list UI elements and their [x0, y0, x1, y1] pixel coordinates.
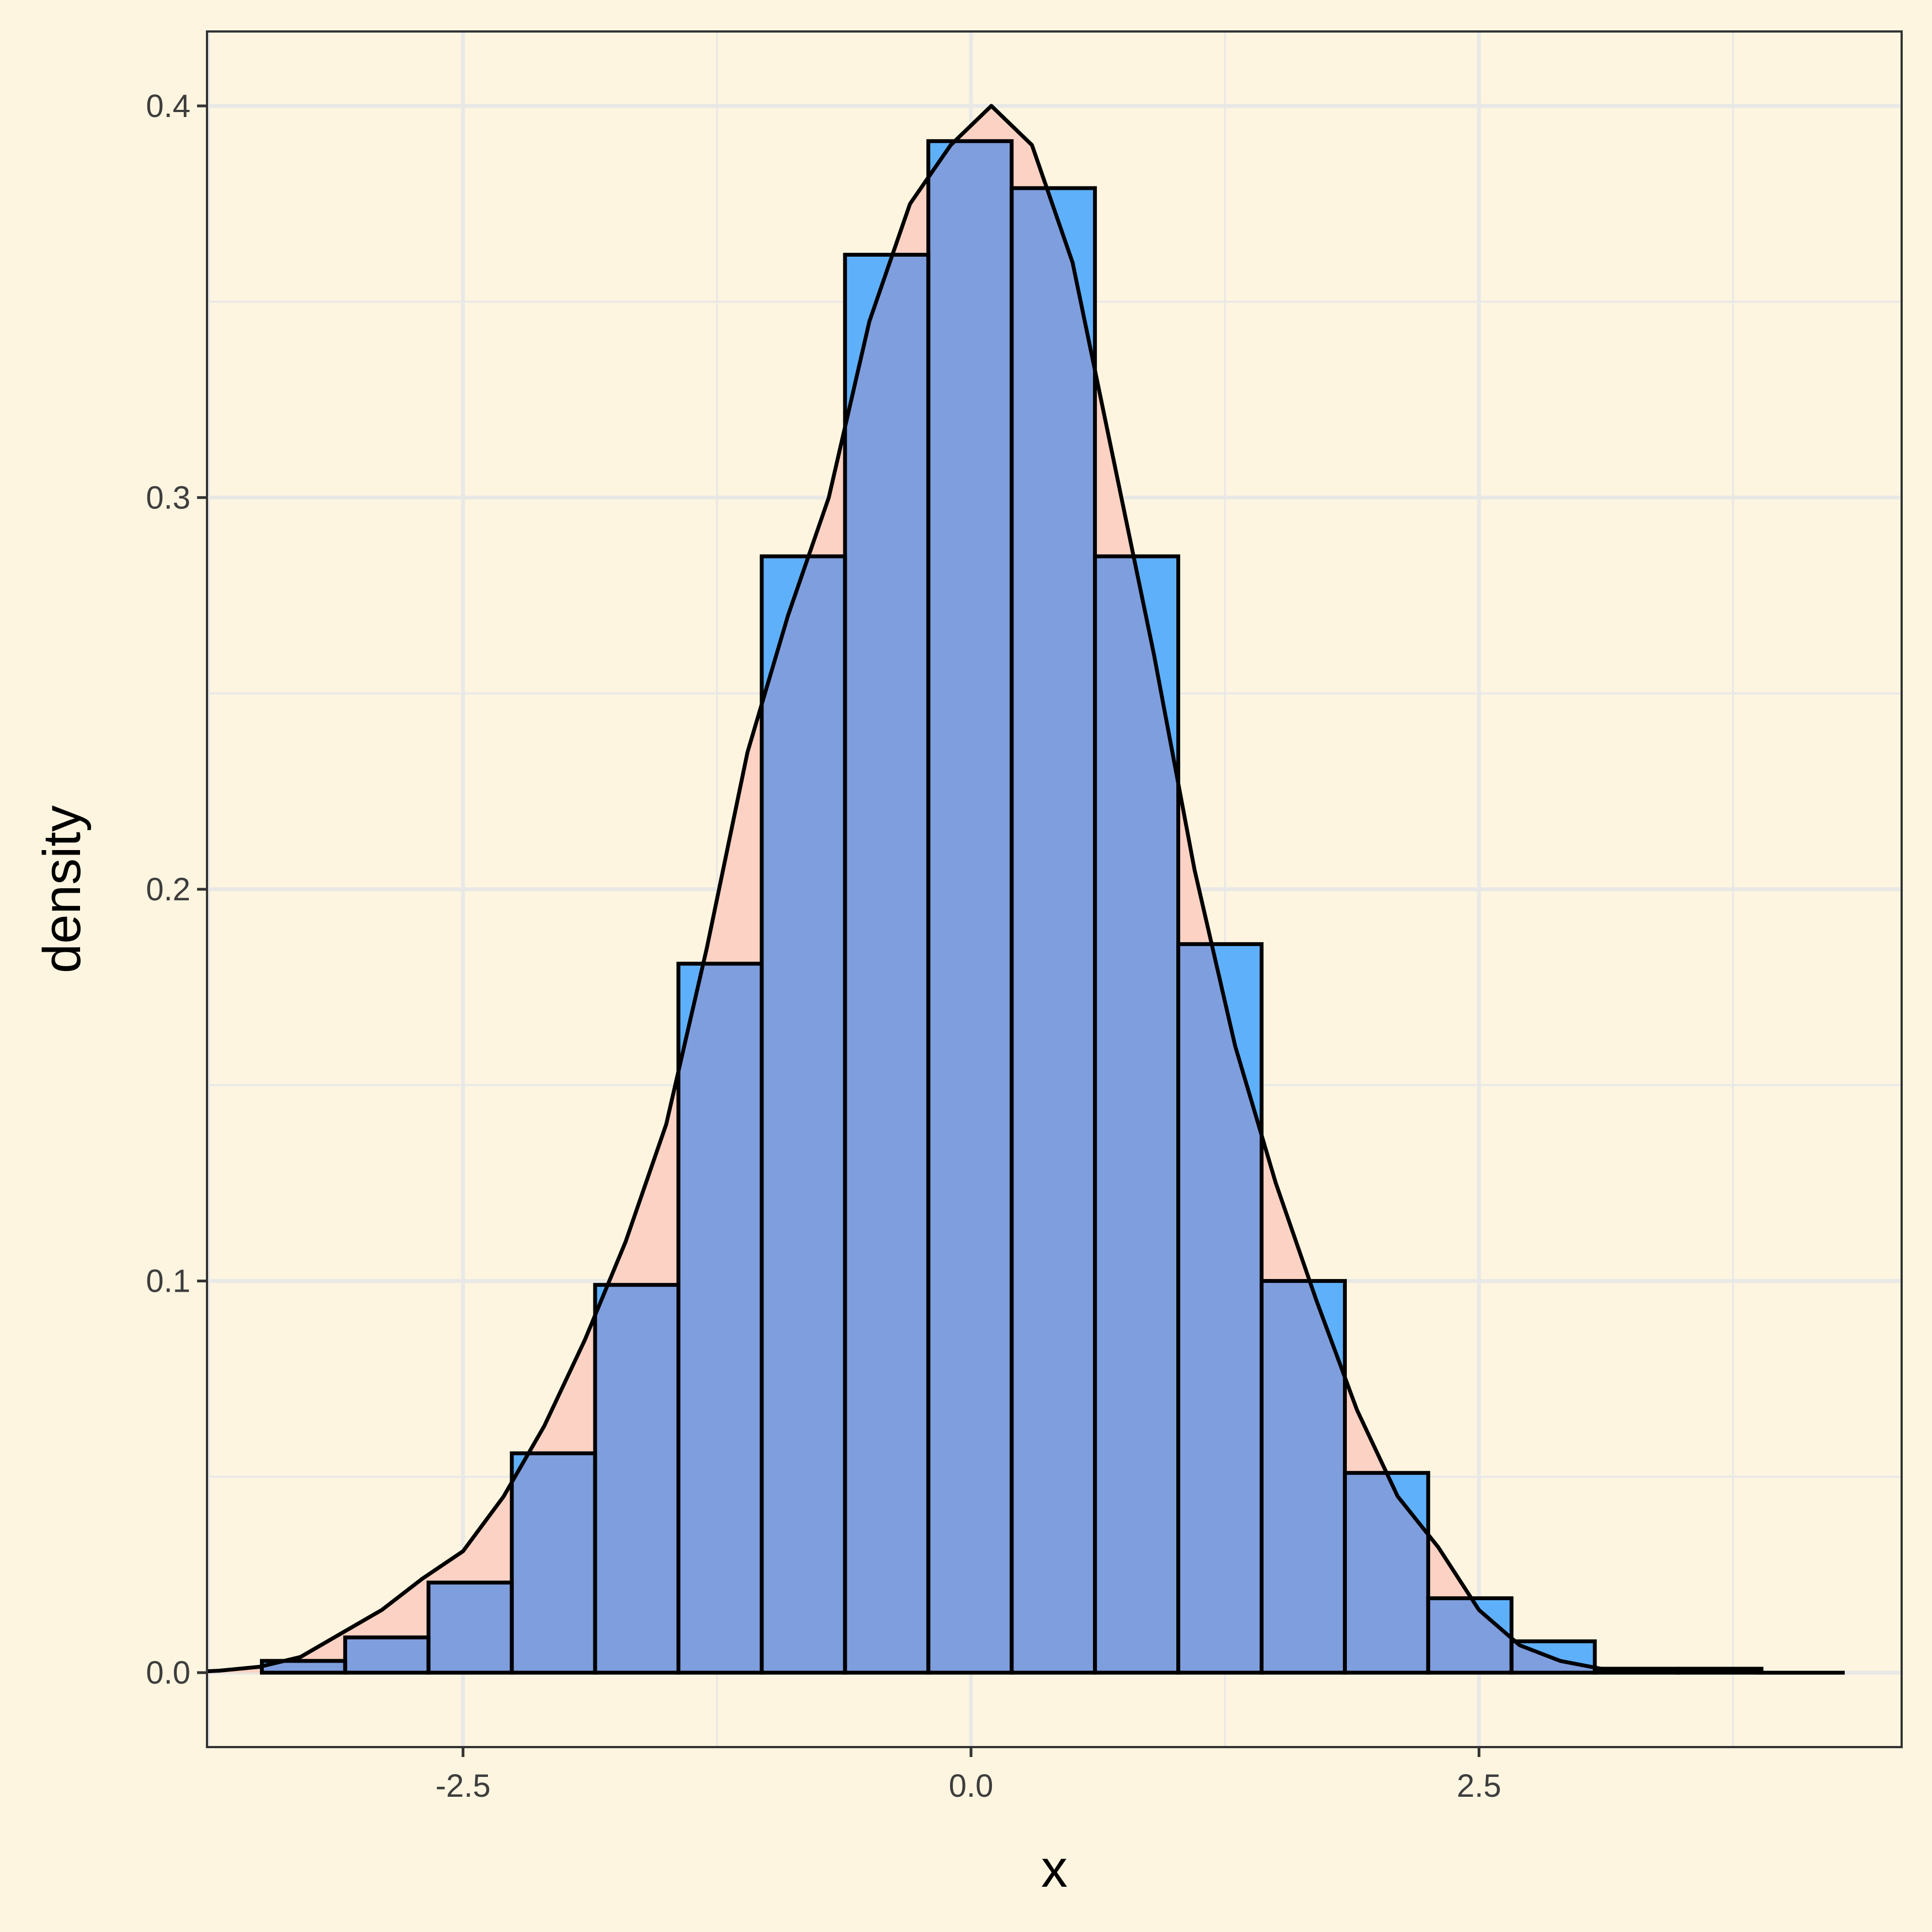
y-tick-label: 0.1: [146, 1264, 190, 1299]
bar-density-overlap: [678, 963, 762, 1673]
y-tick-label: 0.0: [146, 1655, 190, 1691]
bar-density-overlap: [1345, 1473, 1429, 1673]
x-axis-title: x: [1041, 1839, 1068, 1898]
bar-density-overlap: [262, 1660, 346, 1673]
bar-density-overlap: [428, 1582, 512, 1673]
bar-density-overlap: [1261, 1281, 1345, 1673]
x-tick-label: 0.0: [949, 1768, 994, 1804]
bar-density-overlap: [928, 141, 1012, 1673]
bar-density-overlap: [345, 1637, 429, 1673]
x-tick-label: -2.5: [436, 1768, 491, 1804]
density-curve: [207, 104, 1845, 1675]
bar-density-overlap: [1178, 944, 1262, 1673]
bar-density-overlap: [512, 1453, 596, 1673]
bar-density-overlap: [1095, 556, 1179, 1673]
y-tick-label: 0.2: [146, 872, 190, 907]
y-tick-label: 0.3: [146, 480, 190, 516]
y-axis-title: density: [33, 805, 92, 973]
bar-density-overlap: [761, 556, 845, 1673]
histogram-bar-outline: [1509, 1639, 1597, 1675]
bar-density-overlap: [595, 1285, 679, 1673]
overlap-layer: [262, 141, 1762, 1673]
density-curve-layer: [207, 104, 1845, 1675]
axes: -2.5 0.0 2.5 0.0 0.1 0.2 0.3 0.4: [146, 88, 1501, 1804]
bar-density-overlap: [845, 254, 928, 1673]
bar-outlines: [259, 139, 1764, 1675]
y-tick-label: 0.4: [146, 88, 190, 124]
bar-density-overlap: [1428, 1598, 1512, 1673]
bar-density-overlap: [1011, 188, 1095, 1673]
x-tick-label: 2.5: [1457, 1768, 1501, 1804]
